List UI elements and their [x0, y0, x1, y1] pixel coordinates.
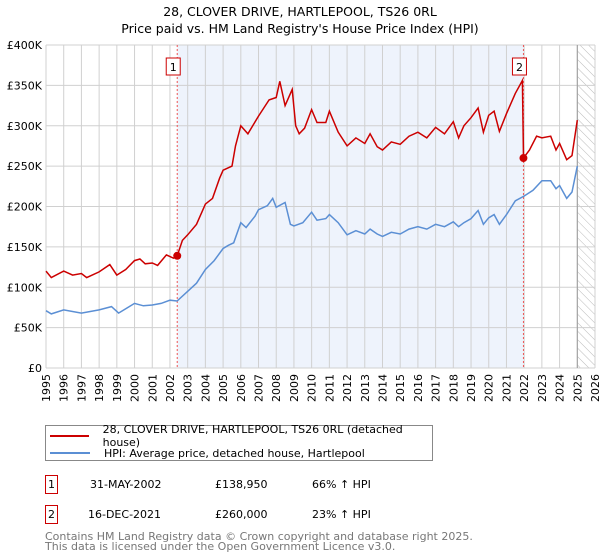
y-tick-label: £150K — [7, 241, 43, 254]
marker-badge: 1 — [45, 475, 58, 494]
x-tick-label: 2025 — [571, 374, 584, 402]
legend-item-hpi: HPI: Average price, detached house, Hart… — [46, 445, 365, 461]
sale-point — [173, 252, 181, 260]
y-tick-label: £0 — [28, 362, 42, 375]
x-tick-label: 2006 — [235, 374, 248, 402]
transaction-hpi: 66% ↑ HPI — [312, 478, 371, 491]
x-tick-label: 2011 — [323, 374, 336, 402]
legend-item-property: 28, CLOVER DRIVE, HARTLEPOOL, TS26 0RL (… — [46, 428, 432, 444]
x-tick-label: 2000 — [129, 374, 142, 402]
legend-swatch-blue — [50, 452, 90, 454]
y-tick-label: £200K — [7, 201, 43, 214]
y-tick-label: £100K — [7, 281, 43, 294]
x-tick-label: 2012 — [341, 374, 354, 402]
x-tick-label: 2008 — [270, 374, 283, 402]
legend-swatch-red — [50, 435, 89, 437]
price-chart: 1995 1996 1997 1998 1999 2000 2001 2002 2003 2004… — [0, 0, 600, 420]
transaction-price: £138,950 — [215, 478, 268, 491]
y-tick-label: £400K — [7, 39, 43, 52]
x-tick-label: 1999 — [111, 374, 124, 402]
x-tick-label: 2017 — [430, 374, 443, 402]
sale-label: 2 — [516, 61, 523, 74]
x-tick-label: 2003 — [182, 374, 195, 402]
x-tick-label: 2001 — [146, 374, 159, 402]
x-tick-label: 2002 — [164, 374, 177, 402]
x-tick-label: 2022 — [518, 374, 531, 402]
transaction-row: 2 16-DEC-2021 £260,000 23% ↑ HPI — [45, 505, 445, 525]
x-tick-label: 2020 — [483, 374, 496, 402]
y-tick-label: £350K — [7, 79, 43, 92]
legend-label: HPI: Average price, detached house, Hart… — [104, 447, 365, 460]
transaction-date: 31-MAY-2002 — [90, 478, 162, 491]
x-tick-label: 2010 — [306, 374, 319, 402]
x-tick-label: 2023 — [536, 374, 549, 402]
x-tick-label: 1997 — [75, 374, 88, 402]
x-tick-label: 1995 — [40, 374, 53, 402]
x-tick-label: 2014 — [376, 374, 389, 402]
x-tick-label: 2019 — [465, 374, 478, 402]
y-tick-label: £50K — [14, 322, 43, 335]
sale-label: 1 — [170, 61, 177, 74]
transaction-hpi: 23% ↑ HPI — [312, 508, 371, 521]
footer-licence: This data is licensed under the Open Gov… — [45, 542, 395, 552]
legend: 28, CLOVER DRIVE, HARTLEPOOL, TS26 0RL (… — [45, 425, 433, 461]
marker-badge: 2 — [45, 505, 58, 524]
y-tick-label: £300K — [7, 120, 43, 133]
transaction-date: 16-DEC-2021 — [88, 508, 161, 521]
x-tick-label: 2015 — [394, 374, 407, 402]
x-tick-label: 2009 — [288, 374, 301, 402]
transaction-price: £260,000 — [215, 508, 268, 521]
x-tick-label: 2005 — [217, 374, 230, 402]
x-tick-label: 2016 — [412, 374, 425, 402]
x-tick-label: 2018 — [447, 374, 460, 402]
x-tick-label: 1996 — [58, 374, 71, 402]
sale-point — [519, 154, 527, 162]
x-tick-label: 2013 — [359, 374, 372, 402]
x-tick-label: 1998 — [93, 374, 106, 402]
x-tick-label: 2026 — [589, 374, 600, 402]
y-tick-label: £250K — [7, 160, 43, 173]
x-tick-label: 2021 — [500, 374, 513, 402]
x-tick-label: 2004 — [199, 374, 212, 402]
x-tick-label: 2007 — [253, 374, 266, 402]
x-tick-label: 2024 — [554, 374, 567, 402]
transaction-row: 1 31-MAY-2002 £138,950 66% ↑ HPI — [45, 475, 445, 495]
